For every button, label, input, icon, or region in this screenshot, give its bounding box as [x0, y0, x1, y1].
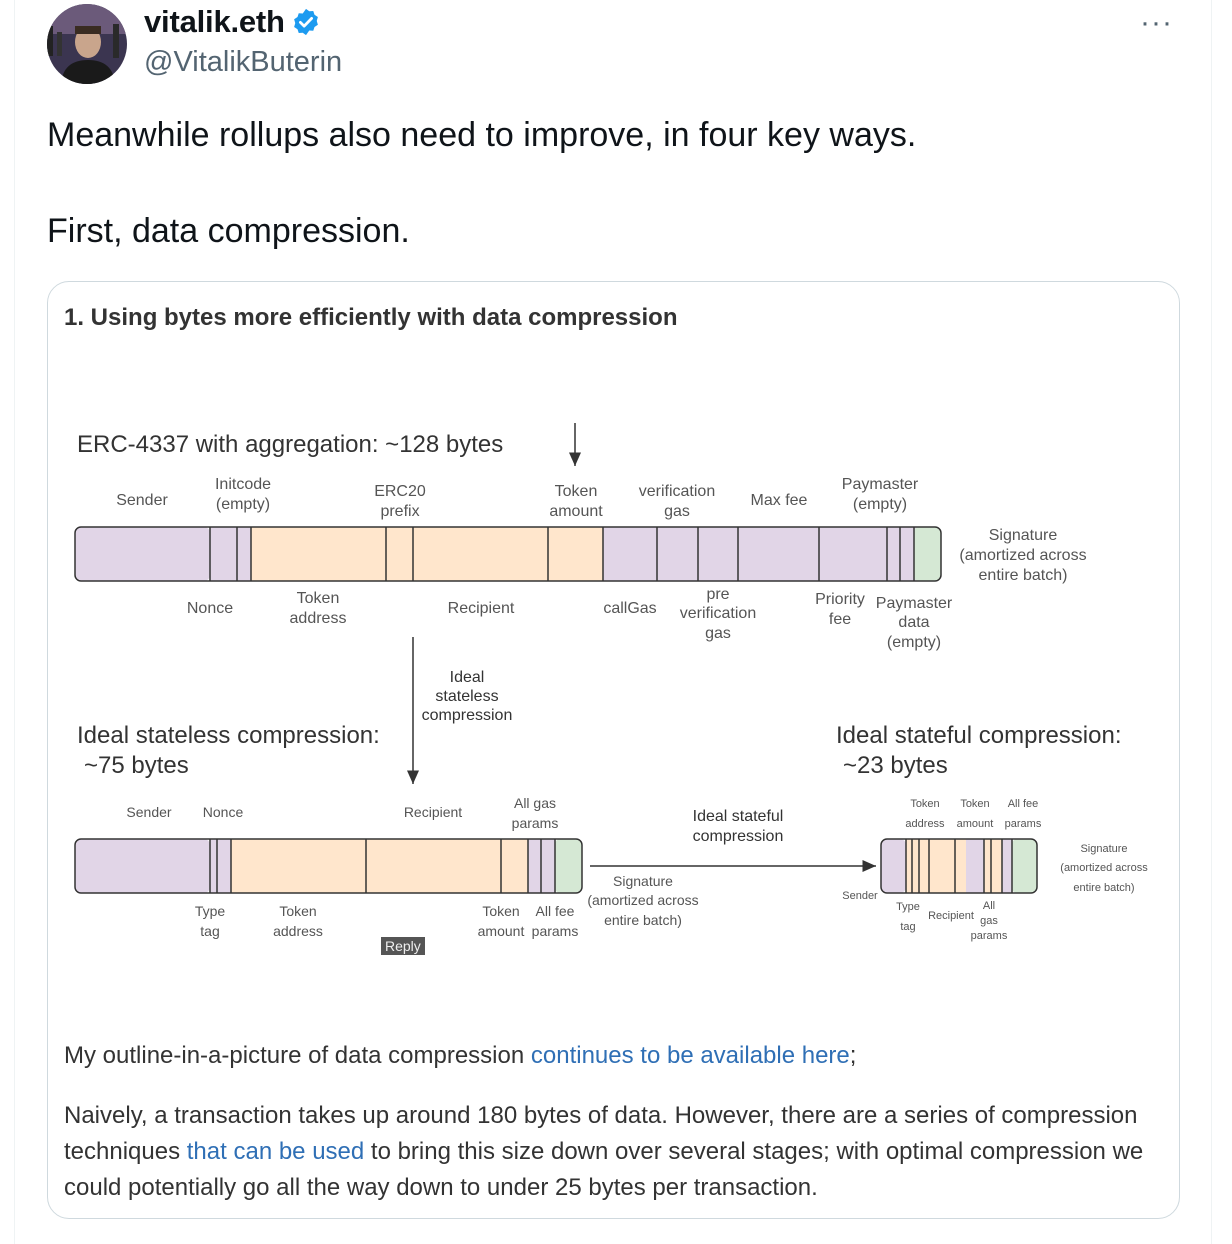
right-title-1: Ideal stateful compression: [836, 722, 1121, 749]
verified-badge-icon [291, 7, 321, 37]
label-paymaster-data-1: Paymaster [876, 595, 953, 612]
tweet-container [14, 0, 1212, 1244]
right-bar [880, 838, 1038, 894]
label-callgas: callGas [603, 600, 656, 617]
mid-label-allgas-1: All gas [514, 795, 556, 811]
right-signature-2: (amortized across [1060, 862, 1148, 874]
available-here-link[interactable]: continues to be available here [530, 1042, 850, 1069]
mid-label-allfee-1: All fee [536, 903, 575, 919]
label-verification: verification [639, 483, 715, 500]
mid-label-tag: tag [200, 923, 219, 939]
label-sender: Sender [116, 492, 168, 509]
stateless-arrow-label-1: Ideal [450, 669, 485, 686]
right-label-gas: gas [980, 915, 998, 927]
that-can-be-used-link[interactable]: that can be used [186, 1138, 365, 1165]
label-initcode-empty: (empty) [216, 496, 270, 513]
mid-label-token-2: Token [482, 903, 519, 919]
label-recipient: Recipient [448, 600, 515, 617]
label-token-address-2: address [290, 610, 347, 627]
right-label-allfee-1: All fee [1008, 798, 1039, 810]
right-label-sender: Sender [842, 890, 878, 902]
author-name[interactable]: vitalik.eth [144, 4, 285, 39]
right-signature-3: entire batch) [1073, 882, 1134, 894]
mid-signature-3: entire batch) [604, 912, 682, 928]
top-title: ERC-4337 with aggregation: ~128 bytes [77, 431, 503, 458]
label-nonce: Nonce [187, 600, 233, 617]
top-bar [74, 526, 942, 582]
label-token-address-1: Token [297, 590, 340, 607]
more-options-icon[interactable]: ··· [1140, 6, 1173, 39]
right-label-recipient: Recipient [928, 910, 974, 922]
label-token-amount: amount [549, 503, 603, 520]
right-label-token-1: Token [910, 798, 939, 810]
card-paragraph-1: My outline-in-a-picture of data compress… [64, 1038, 1169, 1074]
compression-diagram: ERC-4337 with aggregation: ~128 bytes Se… [74, 423, 1148, 942]
middle-title-1: Ideal stateless compression: [77, 722, 380, 749]
mid-label-recipient: Recipient [404, 804, 462, 820]
para1-suffix: ; [849, 1042, 857, 1069]
label-paymaster: Paymaster [842, 476, 919, 493]
right-label-token-address: address [905, 818, 945, 830]
label-paymaster-empty: (empty) [853, 496, 907, 513]
para1-prefix: My outline-in-a-picture of data compress… [64, 1042, 531, 1069]
mid-label-allfee-2: params [532, 923, 579, 939]
label-paymaster-data-3: (empty) [887, 634, 941, 651]
mid-signature-2: (amortized across [587, 892, 698, 908]
label-priority-fee: fee [829, 611, 851, 628]
card-paragraph-2: Naively, a transaction takes up around 1… [64, 1098, 1169, 1206]
middle-bar [74, 838, 583, 894]
label-initcode: Initcode [215, 476, 271, 493]
mid-label-token-1: Token [279, 903, 316, 919]
label-pre-verification: verification [680, 605, 756, 622]
right-title-2: ~23 bytes [843, 752, 948, 779]
right-label-token-2: Token [960, 798, 989, 810]
author-handle[interactable]: @VitalikButerin [144, 46, 343, 78]
label-pre: pre [706, 586, 729, 603]
stateful-arrow-label-1: Ideal stateful [693, 808, 784, 825]
label-paymaster-data-2: data [898, 614, 929, 631]
card-heading: 1. Using bytes more efficiently with dat… [64, 304, 678, 331]
stateless-arrow-label-3: compression [422, 707, 513, 724]
media-card[interactable]: 1. Using bytes more efficiently with dat… [47, 281, 1180, 1219]
mid-label-sender: Sender [126, 804, 171, 820]
label-pre-gas: gas [705, 625, 731, 642]
right-label-allfee-2: params [1005, 818, 1042, 830]
tweet-text-line2: First, data compression. [47, 212, 410, 250]
top-signature-1: Signature [989, 527, 1058, 544]
label-erc20: ERC20 [374, 483, 426, 500]
avatar[interactable] [47, 4, 127, 84]
tweet-text-line1: Meanwhile rollups also need to improve, … [47, 116, 917, 154]
right-label-token-amount: amount [957, 818, 994, 830]
top-signature-3: entire batch) [979, 567, 1068, 584]
reply-badge[interactable]: Reply [381, 937, 425, 955]
label-erc20-prefix: prefix [380, 503, 419, 520]
stateless-arrow-label-2: stateless [435, 688, 498, 705]
middle-title-2: ~75 bytes [84, 752, 189, 779]
author-name-row[interactable]: vitalik.eth [144, 4, 321, 40]
mid-label-token-amount: amount [478, 923, 525, 939]
right-label-tag: tag [900, 921, 915, 933]
mid-label-type: Type [195, 903, 226, 919]
mid-label-nonce: Nonce [203, 804, 244, 820]
mid-label-allgas-2: params [512, 815, 559, 831]
label-token: Token [555, 483, 598, 500]
top-signature-2: (amortized across [959, 547, 1086, 564]
para2-part1: Naively, a transaction takes up around 1… [64, 1102, 1138, 1165]
stateful-arrow-label-2: compression [693, 828, 784, 845]
right-label-params: params [971, 930, 1008, 942]
para2-part2: to bring this size down over several sta… [64, 1138, 1144, 1201]
label-max-fee: Max fee [751, 492, 808, 509]
mid-signature-1: Signature [613, 873, 673, 889]
right-label-all: All [983, 900, 995, 912]
mid-label-token-address: address [273, 923, 323, 939]
label-priority: Priority [815, 591, 865, 608]
right-signature-1: Signature [1080, 843, 1127, 855]
label-verification-gas: gas [664, 503, 690, 520]
right-label-type: Type [896, 901, 920, 913]
